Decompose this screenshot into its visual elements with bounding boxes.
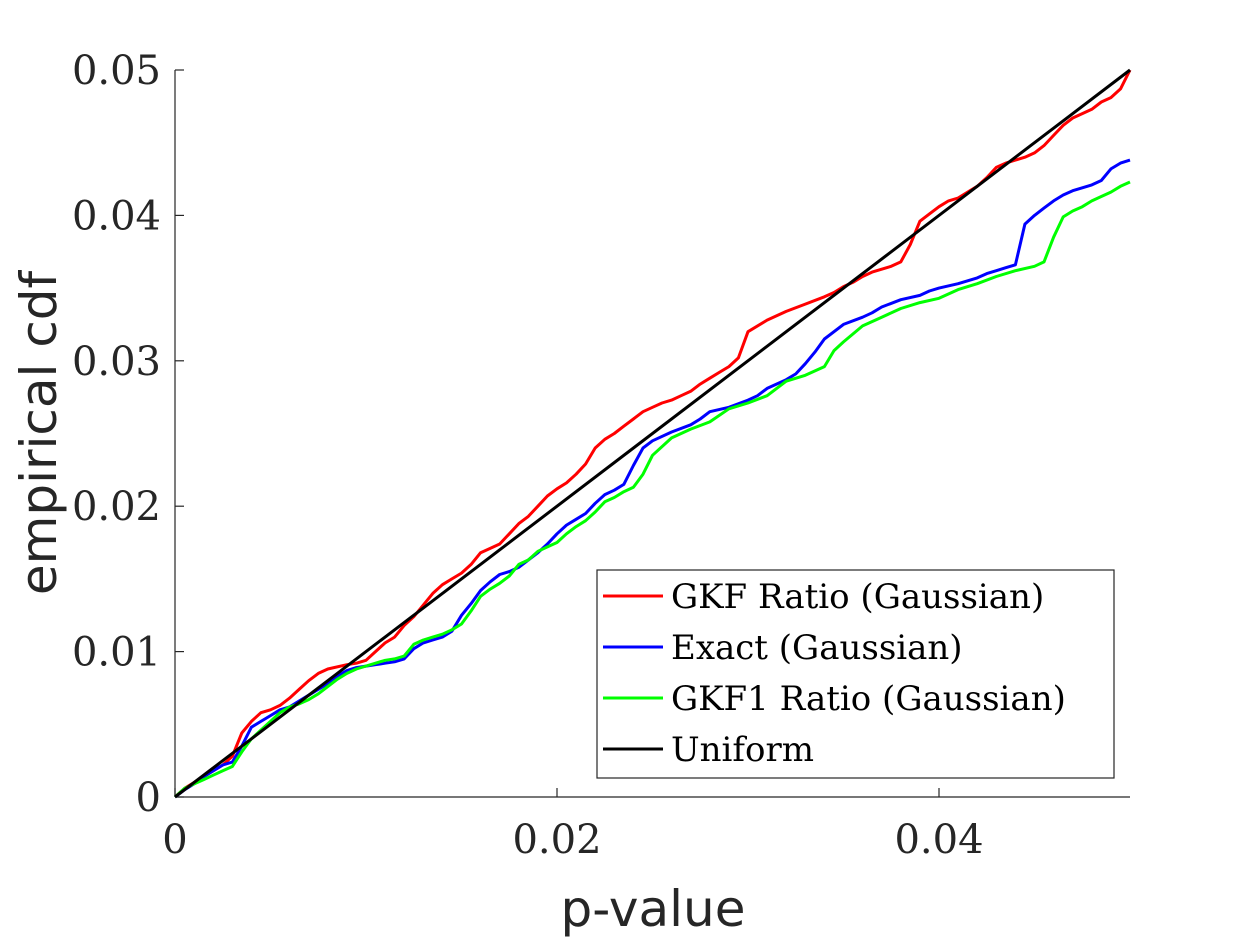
axes <box>174 70 1130 798</box>
y-axis-label: empirical cdf <box>10 269 68 595</box>
legend-box <box>596 569 1115 779</box>
legend-entry: Uniform <box>671 730 814 770</box>
tick-marks: 0 0.01 0.02 0.03 0.04 0.05 0 0.02 0.04 <box>72 48 984 863</box>
x-tick-label: 0.04 <box>894 817 983 863</box>
y-tick-label: 0.04 <box>72 193 161 239</box>
y-tick-label: 0.05 <box>72 48 161 94</box>
x-tick-label: 0.02 <box>512 817 601 863</box>
x-tick-label: 0 <box>162 817 187 863</box>
y-tick-label: 0.03 <box>72 339 161 385</box>
legend-entry: GKF1 Ratio (Gaussian) <box>671 679 1066 719</box>
legend-entry: GKF Ratio (Gaussian) <box>671 577 1044 617</box>
series-line-4 <box>174 68 1131 799</box>
y-tick-label: 0.01 <box>72 630 161 676</box>
series-lines <box>173 68 1132 799</box>
legend-entry: Exact (Gaussian) <box>671 628 963 668</box>
y-tick-label: 0 <box>136 775 161 821</box>
x-axis-label: p-value <box>560 880 745 938</box>
y-tick-label: 0.02 <box>72 484 161 530</box>
legend: GKF Ratio (Gaussian) Exact (Gaussian) GKF1… <box>596 569 1115 779</box>
series-line-3 <box>173 180 1131 799</box>
